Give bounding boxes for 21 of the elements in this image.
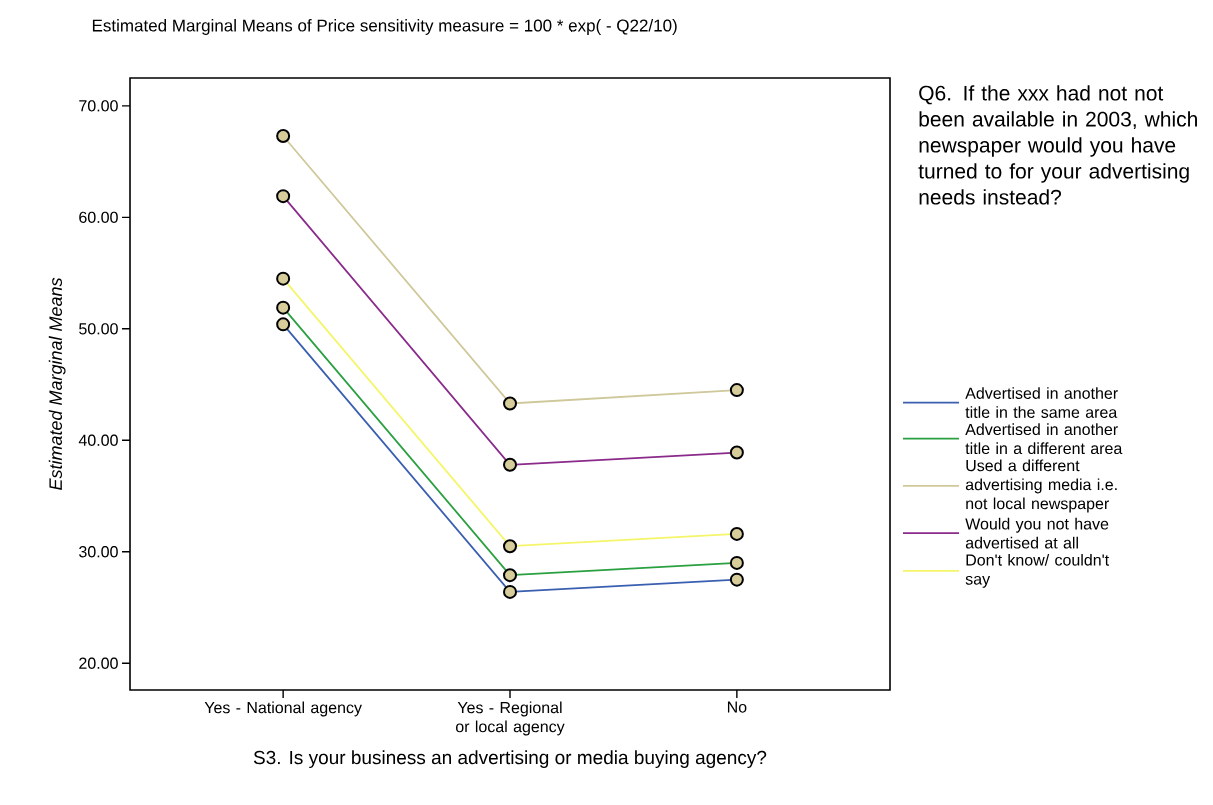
x-tick-label: No xyxy=(727,701,747,713)
point xyxy=(276,128,291,143)
y-tick-label: 20.00 xyxy=(79,657,118,669)
y-tick-label: 30.00 xyxy=(79,546,118,558)
y-axis-title: Estimated Marginal Means xyxy=(48,277,66,490)
x-axis-title: S3. Is your business an advertising or media buying agency? xyxy=(253,750,767,768)
legend-title: Q6. If the xxx had not not been available in 2003, which newspaper would you have turned to for your advertising needs instead? xyxy=(918,85,1197,205)
x-tick-label: Yes - Regional or local agency xyxy=(455,701,565,736)
legend-label: Used a different advertising media i.e. not local newspaper xyxy=(965,459,1117,513)
legend-label: Don't know/ couldn't say xyxy=(965,553,1110,588)
legend-label: Advertised in another title in the same area xyxy=(965,387,1118,418)
y-tick-label: 60.00 xyxy=(79,211,118,223)
chart-title: Estimated Marginal Means of Price sensitivity measure = 100 * exp( - Q22/10) xyxy=(92,19,677,35)
y-tick-label: 50.00 xyxy=(79,323,118,335)
y-tick-label: 40.00 xyxy=(78,434,118,446)
point xyxy=(729,383,744,398)
point xyxy=(503,396,518,411)
y-tick-label: 70.00 xyxy=(79,100,118,112)
legend-label: Advertised in another title in a different area xyxy=(965,423,1123,455)
x-tick-label: Yes - National agency xyxy=(204,701,362,717)
legend-label: Would you not have advertised at all xyxy=(965,517,1109,549)
